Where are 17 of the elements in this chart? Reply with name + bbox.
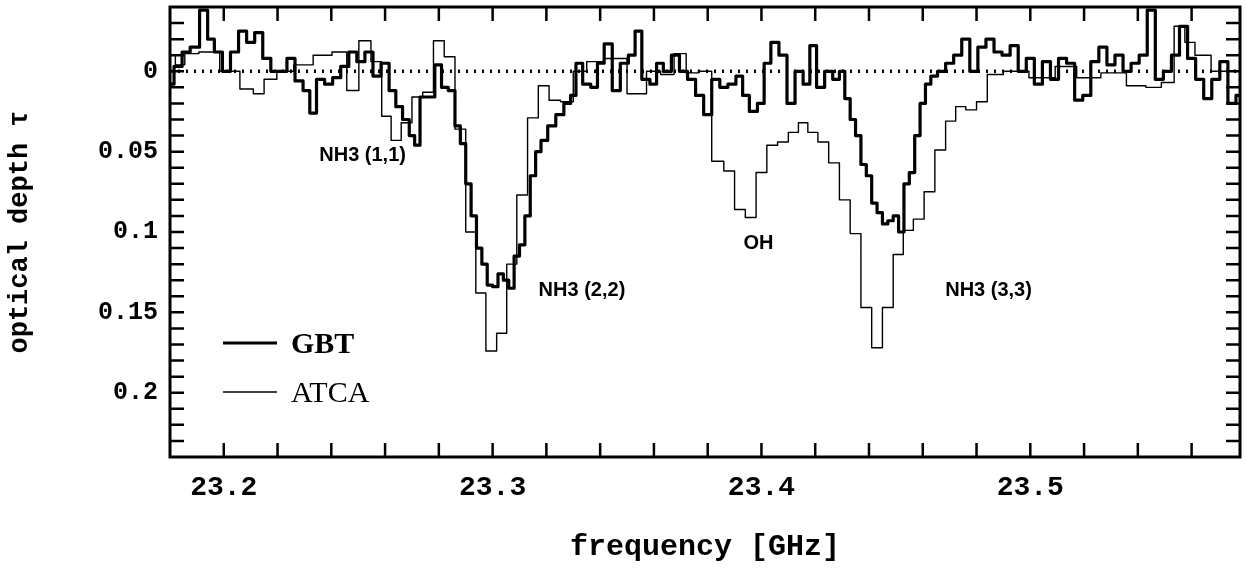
y-tick-label: 0.1 bbox=[112, 217, 158, 247]
legend-label: GBT bbox=[291, 325, 355, 359]
y-tick-label: 0.05 bbox=[97, 136, 158, 166]
y-tick-label: 0.2 bbox=[112, 378, 158, 408]
annotation: NH3 (1,1) bbox=[319, 143, 406, 166]
x-tick-label: 23.2 bbox=[190, 471, 258, 503]
annotation: OH bbox=[743, 230, 774, 253]
y-tick-label: 0 bbox=[142, 56, 158, 86]
annotation: NH3 (2,2) bbox=[538, 278, 626, 301]
legend-label: ATCA bbox=[291, 374, 370, 408]
y-axis-title: optical depth τ bbox=[5, 110, 35, 354]
annotation: NH3 (3,3) bbox=[945, 278, 1032, 301]
x-tick-label: 23.5 bbox=[996, 471, 1064, 503]
y-tick-label: 0.15 bbox=[97, 297, 158, 327]
x-tick-label: 23.4 bbox=[727, 471, 796, 503]
x-tick-label: 23.3 bbox=[459, 471, 527, 503]
x-axis-title: frequency [GHz] bbox=[569, 529, 841, 564]
